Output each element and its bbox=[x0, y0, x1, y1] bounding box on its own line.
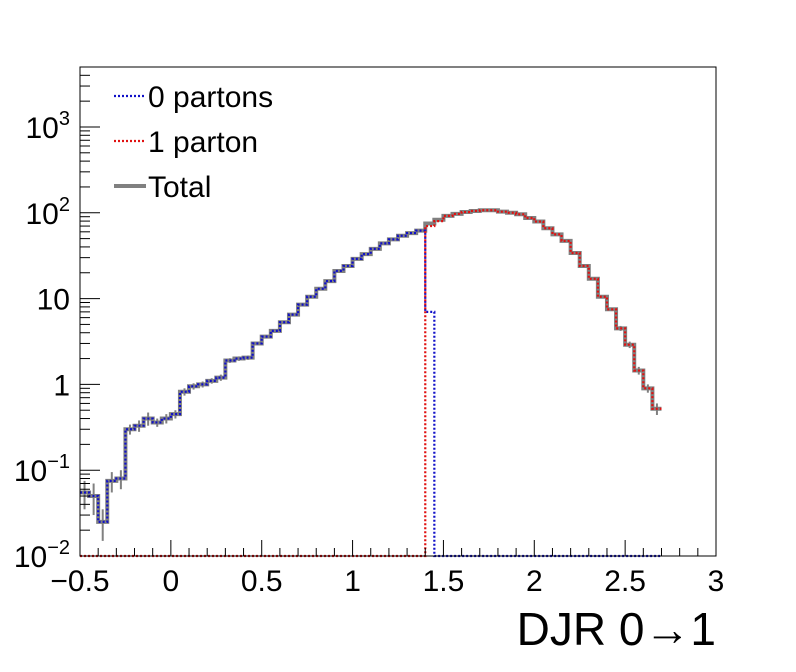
y-tick-label: 103 bbox=[26, 108, 71, 145]
legend-label-total: Total bbox=[148, 171, 211, 204]
y-tick-label: 102 bbox=[26, 194, 71, 231]
series-1-parton bbox=[80, 209, 662, 558]
y-tick-label: 10 bbox=[37, 284, 70, 317]
x-tick-label: 1 bbox=[344, 565, 361, 598]
x-tick-label: 2.5 bbox=[604, 565, 646, 598]
x-tick-label: 1.5 bbox=[423, 565, 465, 598]
x-tick-label: 0 bbox=[163, 565, 180, 598]
x-tick-label: 0.5 bbox=[241, 565, 283, 598]
legend-label-0-partons: 0 partons bbox=[148, 81, 273, 114]
axis-layer: −0.5 0 0.5 1 1.5 2 2.5 3 10−2 10−1 1 10 102 103 bbox=[14, 66, 725, 598]
x-axis-title: DJR 0→1 bbox=[517, 603, 716, 655]
series-layer bbox=[80, 208, 662, 558]
series-0-partons bbox=[80, 229, 662, 558]
y-tick-label: 1 bbox=[53, 369, 70, 402]
series-total bbox=[80, 208, 662, 524]
y-tick-label: 10−1 bbox=[14, 451, 70, 488]
x-tick-label: 2 bbox=[526, 565, 543, 598]
legend-label-1-parton: 1 parton bbox=[148, 126, 258, 159]
legend: 0 partons 1 parton Total bbox=[114, 81, 273, 204]
x-tick-label: 3 bbox=[708, 565, 725, 598]
y-tick-label: 10−2 bbox=[14, 537, 70, 574]
x-tick-label: −0.5 bbox=[50, 565, 109, 598]
